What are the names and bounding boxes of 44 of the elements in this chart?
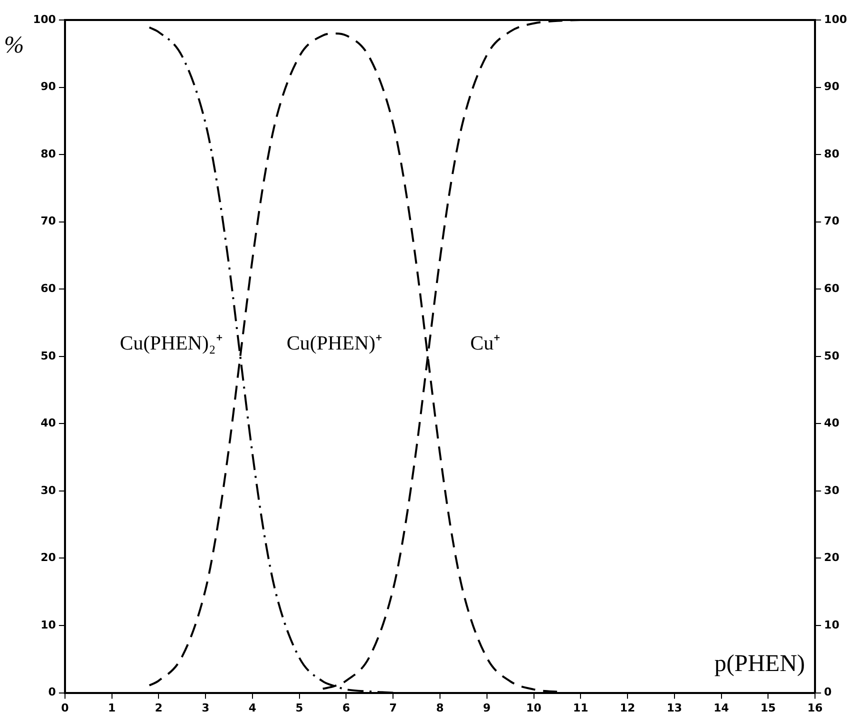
y-tick-label: 50 (40, 349, 56, 362)
y-axis-title: % (4, 32, 24, 58)
y-tick-label: 30 (40, 484, 56, 497)
text: Cu(PHEN)⁺ (286, 332, 382, 355)
y-tick-label: 70 (40, 214, 56, 228)
y-tick-label: 20 (40, 551, 56, 564)
y2-tick-label: 10 (824, 618, 840, 632)
y2-tick-label: 30 (824, 484, 840, 497)
y2-tick-label: 90 (824, 80, 840, 94)
y2-tick-label: 80 (824, 147, 840, 160)
y2-tick-label: 100 (824, 12, 848, 26)
x-tick-label: 13 (666, 701, 682, 714)
y-tick-label: 90 (40, 80, 56, 94)
y-tick-label: 0 (48, 686, 56, 699)
y2-tick-label: 0 (824, 686, 832, 699)
x-axis-title: p(PHEN) (714, 651, 806, 678)
x-tick-label: 1 (108, 701, 116, 714)
x-tick-label: 9 (483, 701, 491, 714)
x-tick-label: 6 (342, 701, 350, 714)
x-tick-label: 7 (389, 701, 397, 714)
x-tick-label: 11 (572, 701, 588, 714)
x-tick-label: 0 (61, 701, 70, 714)
y-tick-label: 100 (32, 12, 56, 26)
y2-tick-label: 40 (824, 416, 840, 430)
series-label: Cu⁺ (470, 332, 501, 355)
x-tick-label: 3 (202, 701, 210, 714)
x-tick-label: 12 (620, 701, 636, 714)
series-label: Cu(PHEN)₂⁺ (120, 332, 223, 355)
y-tick-label: 60 (40, 282, 56, 295)
y2-tick-label: 60 (824, 282, 840, 295)
x-tick-label: 8 (436, 701, 444, 714)
y2-tick-label: 20 (824, 551, 840, 564)
y-tick-label: 10 (40, 618, 56, 632)
x-tick-label: 2 (154, 701, 163, 714)
x-tick-label: 15 (760, 701, 776, 714)
x-tick-label: 16 (807, 701, 824, 714)
x-tick-label: 10 (526, 701, 542, 714)
y-tick-label: 40 (40, 416, 56, 430)
y2-tick-label: 50 (824, 349, 840, 362)
x-tick-label: 14 (714, 701, 730, 714)
x-tick-label: 4 (248, 701, 257, 714)
x-tick-label: 5 (296, 701, 304, 714)
y2-tick-label: 70 (824, 214, 840, 228)
y-tick-label: 80 (40, 147, 56, 160)
